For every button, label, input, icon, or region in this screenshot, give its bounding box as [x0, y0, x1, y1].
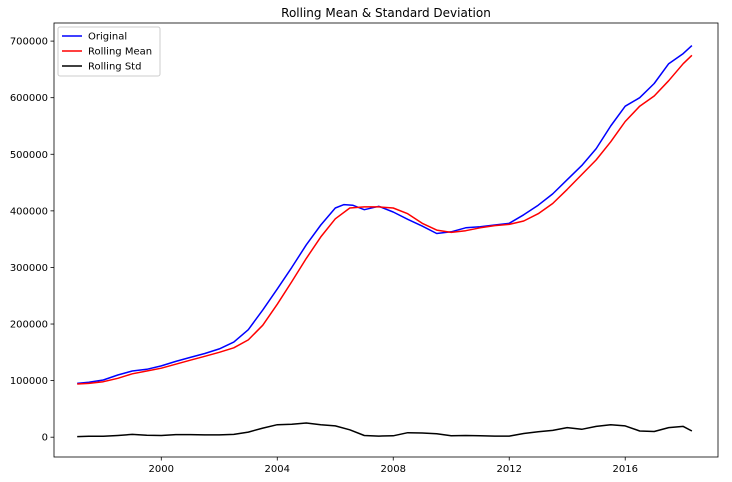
legend-label: Rolling Mean: [88, 47, 152, 58]
legend-label: Rolling Std: [88, 62, 141, 73]
y-tick-label: 0: [42, 433, 48, 444]
legend-label: Original: [88, 32, 127, 43]
series-line-0: [77, 45, 693, 385]
y-tick-label: 700000: [10, 37, 48, 48]
legend: Original Rolling Mean Rolling Std: [57, 26, 161, 77]
chart-title: Rolling Mean & Standard Deviation: [281, 6, 491, 20]
legend-box: [57, 26, 161, 77]
x-tick-label: 2008: [381, 464, 406, 475]
plot-lines: [77, 45, 693, 438]
x-tick-label: 2004: [265, 464, 290, 475]
x-tick-label: 2012: [497, 464, 522, 475]
series-line-2: [77, 422, 693, 438]
x-axis: 2000 2004 2008 2012 2016: [149, 457, 638, 475]
y-tick-label: 300000: [10, 263, 48, 274]
y-tick-label: 100000: [10, 376, 48, 387]
y-tick-label: 400000: [10, 206, 48, 217]
y-tick-label: 200000: [10, 320, 48, 331]
series-line-1: [77, 54, 693, 385]
x-tick-label: 2016: [612, 464, 637, 475]
plot-frame: [53, 22, 719, 458]
x-tick-label: 2000: [149, 464, 174, 475]
y-axis: 0 100000 200000 300000 400000 500000 600000 700…: [10, 37, 54, 444]
y-tick-label: 600000: [10, 93, 48, 104]
y-tick-label: 500000: [10, 150, 48, 161]
